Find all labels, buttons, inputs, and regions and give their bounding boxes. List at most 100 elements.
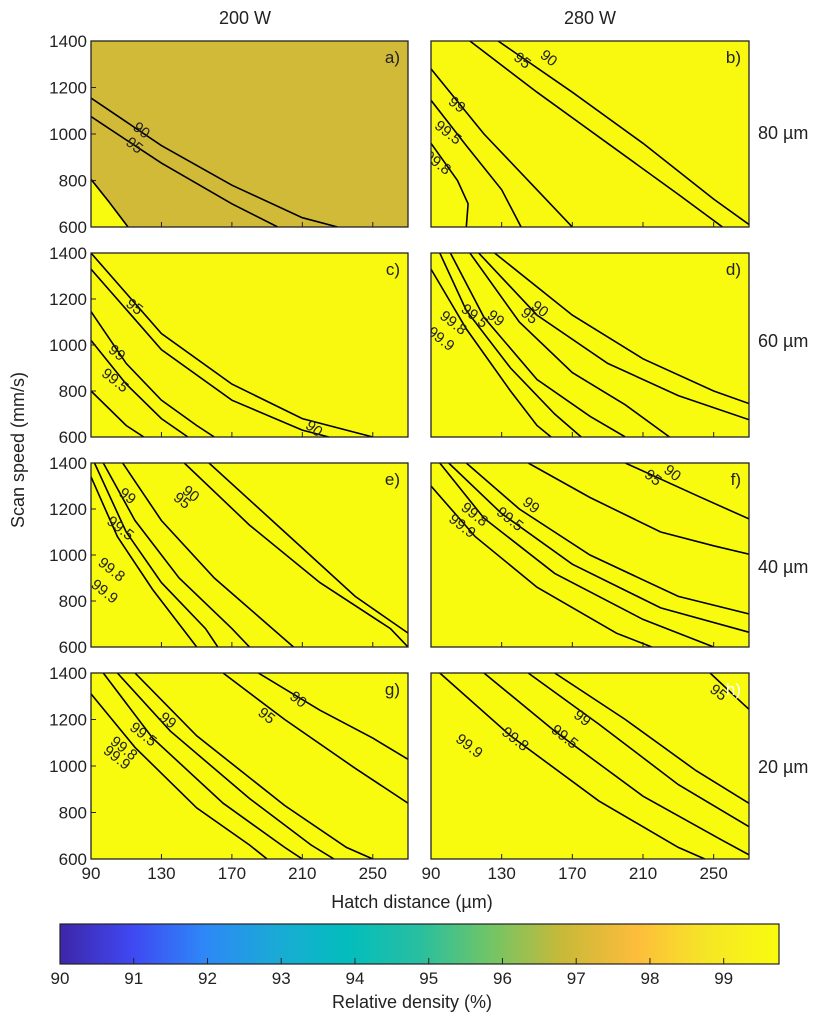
panel-letter: e) (385, 470, 400, 489)
contour-line-99-9 (431, 268, 552, 437)
contour-line-99-9 (431, 485, 653, 647)
row-title-60um: 60 µm (758, 331, 808, 351)
y-tick-label: 1400 (49, 454, 87, 473)
contour-label: 90 (528, 297, 552, 321)
panels-group: 9095a)60080010001200140090959999.599.8b)… (49, 32, 750, 883)
contour-label: 90 (302, 417, 326, 441)
colorbar-tick-label: 90 (51, 969, 70, 988)
column-title-280w: 280 W (564, 8, 616, 28)
y-tick-label: 1400 (49, 244, 87, 263)
contour-line-99-5 (116, 673, 335, 859)
contour-line-99-9 (91, 476, 198, 647)
colorbar: 90 91 92 93 94 95 96 97 98 99 Relative density (%… (51, 923, 780, 1012)
contour-line-95 (709, 673, 749, 711)
y-tick-label: 1000 (49, 125, 87, 144)
x-tick-label: 90 (82, 864, 101, 883)
contour-line-99-8 (431, 142, 469, 227)
panel-letter: g) (385, 680, 400, 699)
contour-line-95 (478, 253, 749, 421)
contour-line-99-5 (431, 99, 522, 227)
column-title-200w: 200 W (219, 8, 271, 28)
y-tick-label: 600 (59, 218, 87, 237)
contour-line-90 (257, 673, 408, 761)
x-tick-label: 250 (359, 864, 387, 883)
y-tick-label: 800 (59, 172, 87, 191)
x-tick-label: 170 (558, 864, 586, 883)
y-tick-label: 1000 (49, 546, 87, 565)
y-tick-label: 600 (59, 638, 87, 657)
contour-line-99-8 (91, 390, 145, 437)
contour-label: 99 (105, 341, 129, 365)
panel-letter: c) (386, 260, 400, 279)
contour-label: 99 (519, 494, 543, 518)
contour-line-99 (554, 673, 749, 805)
contour-line-99-5 (449, 253, 626, 437)
contour-line-95 (183, 463, 408, 647)
contour-line-90 (208, 463, 408, 635)
panel-letter: f) (731, 470, 741, 489)
contour-label: 90 (130, 119, 154, 143)
x-tick-label: 130 (487, 864, 515, 883)
contour-label: 95 (706, 681, 730, 705)
region-fill-below-99-9 (91, 673, 408, 859)
y-tick-label: 1000 (49, 757, 87, 776)
y-tick-label: 600 (59, 428, 87, 447)
x-axis-title: Hatch distance (µm) (331, 892, 492, 912)
contour-line-95 (222, 673, 408, 805)
contour-label: 95 (517, 304, 541, 328)
contour-line-90 (624, 463, 749, 520)
y-tick-label: 1200 (49, 711, 87, 730)
y-tick-label: 1200 (49, 500, 87, 519)
contour-line-99-8 (483, 673, 749, 856)
contour-label: 95 (122, 134, 146, 158)
region-fill-below-99 (91, 41, 408, 227)
x-tick-label: 170 (218, 864, 246, 883)
panel-frame (430, 462, 750, 648)
y-tick-label: 600 (59, 850, 87, 869)
colorbar-tick-label: 97 (567, 969, 586, 988)
contour-label: 90 (179, 482, 203, 506)
colorbar-gradient (59, 923, 780, 965)
region-fill-below-99-9 (91, 463, 408, 647)
contour-line-95 (469, 41, 723, 227)
x-tick-label: 210 (629, 864, 657, 883)
panel-frame (430, 40, 750, 228)
contour-line-99 (91, 311, 215, 437)
y-tick-label: 1200 (49, 290, 87, 309)
contour-label: 99 (156, 709, 180, 733)
y-tick-label: 1200 (49, 79, 87, 98)
x-tick-label: 250 (699, 864, 727, 883)
contour-line-99-8 (102, 673, 303, 859)
y-tick-label: 1000 (49, 336, 87, 355)
contour-label: 90 (537, 47, 561, 71)
contour-line-90 (91, 253, 374, 437)
contour-line-99-5 (102, 463, 251, 647)
panel-letter: d) (726, 260, 741, 279)
y-tick-label: 800 (59, 592, 87, 611)
colorbar-tick-label: 93 (272, 969, 291, 988)
contour-line-99-8 (93, 463, 219, 647)
colorbar-tick-label: 96 (493, 969, 512, 988)
colorbar-tick-label: 95 (419, 969, 438, 988)
contour-label: 99 (445, 93, 469, 117)
contour-line-95 (527, 463, 749, 555)
y-tick-label: 1400 (49, 32, 87, 51)
panel-letter: b) (726, 48, 741, 67)
colorbar-label: Relative density (%) (332, 992, 492, 1012)
contour-label: 90 (286, 688, 310, 712)
contour-line-95 (91, 115, 279, 227)
x-tick-label: 210 (288, 864, 316, 883)
row-title-40um: 40 µm (758, 557, 808, 577)
y-tick-label: 800 (59, 804, 87, 823)
contour-line-99-8 (439, 463, 714, 647)
contour-line-99-8 (439, 253, 582, 437)
colorbar-tick-label: 91 (124, 969, 143, 988)
contour-line-99-5 (448, 463, 749, 634)
contour-label: 95 (255, 704, 279, 728)
panel-letter: a) (385, 48, 400, 67)
